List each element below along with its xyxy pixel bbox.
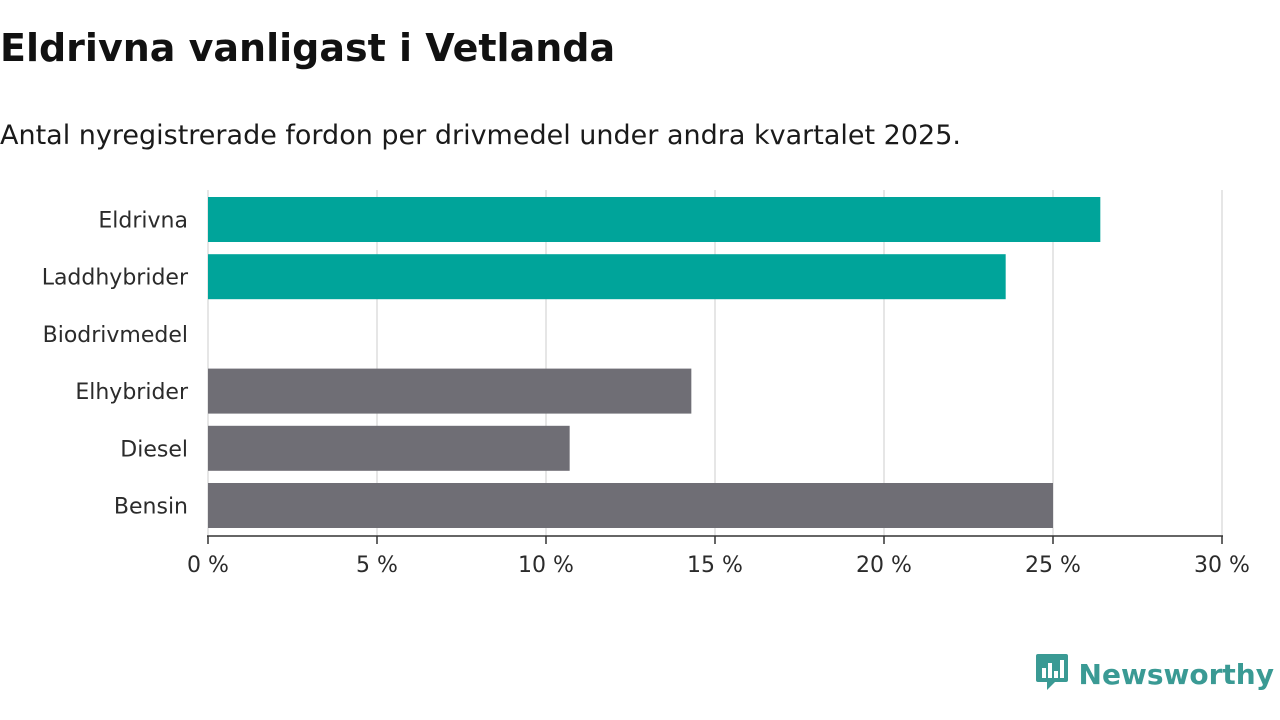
category-label: Biodrivmedel: [43, 323, 188, 348]
grid-lines: [207, 190, 1223, 536]
category-label: Diesel: [120, 437, 188, 462]
bar-laddhybrider: [208, 254, 1006, 300]
bar-bensin: [208, 483, 1053, 528]
brand-name: Newsworthy: [1078, 657, 1274, 691]
x-tick-label: 5 %: [356, 553, 398, 578]
bar-eldrivna: [208, 197, 1101, 242]
x-tick-label: 15 %: [687, 553, 743, 578]
x-tick-label: 0 %: [187, 553, 229, 578]
bar-diesel: [208, 425, 570, 471]
category-label: Elhybrider: [75, 380, 189, 405]
x-tick-label: 30 %: [1194, 553, 1250, 578]
x-axis: 0 % 5 % 10 % 15 % 20 % 25 % 30 %: [187, 535, 1250, 578]
category-label: Laddhybrider: [42, 266, 189, 291]
newsworthy-logo-icon: [1035, 652, 1069, 696]
category-label: Bensin: [114, 495, 188, 520]
brand-logo: Newsworthy: [1035, 652, 1274, 696]
category-labels: Eldrivna Laddhybrider Biodrivmedel Elhybrid…: [42, 209, 189, 520]
x-tick-label: 25 %: [1025, 553, 1081, 578]
chart-subtitle: Antal nyregistrerade fordon per drivmede…: [0, 120, 961, 151]
category-label: Eldrivna: [98, 209, 188, 234]
x-tick-label: 10 %: [518, 553, 574, 578]
bar-elhybrider: [208, 368, 692, 414]
x-tick-label: 20 %: [856, 553, 912, 578]
bars: [208, 197, 1101, 528]
chart-title: Eldrivna vanligast i Vetlanda: [0, 26, 616, 70]
